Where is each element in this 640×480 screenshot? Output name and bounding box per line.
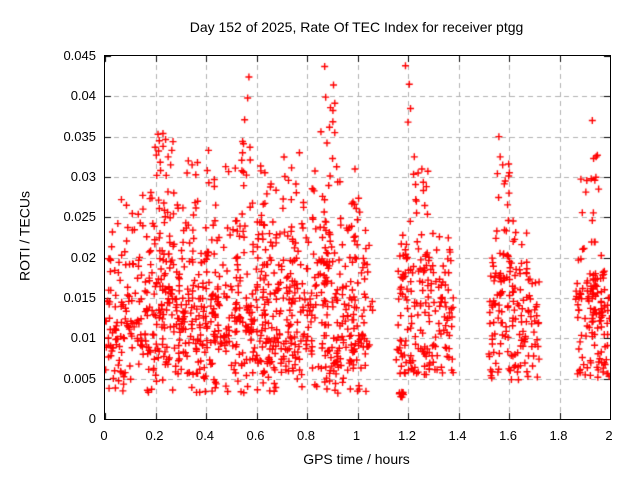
x-tick-label: 1 (352, 428, 361, 443)
plot-area (104, 55, 611, 420)
y-tick-label: 0.005 (63, 370, 96, 386)
y-tick-label: 0.035 (63, 128, 96, 144)
x-tick-label: 1.4 (448, 428, 467, 443)
y-tick-label: 0.045 (63, 48, 96, 63)
x-axis-label: GPS time / hours (303, 451, 410, 467)
y-tick-label: 0 (88, 411, 96, 426)
x-tick-label: 1.2 (397, 428, 417, 443)
x-tick-label: 0.8 (296, 428, 316, 443)
x-tick-label: 0 (100, 428, 108, 443)
y-tick-label: 0.025 (63, 209, 96, 225)
y-tick-label: 0.04 (70, 88, 96, 104)
x-tick-label: 1.6 (498, 428, 518, 443)
y-tick-label: 0.03 (70, 169, 96, 184)
x-tick-label: 0.4 (195, 428, 215, 443)
x-tick-label: 0.6 (246, 428, 265, 443)
y-tick-label: 0.02 (70, 249, 96, 265)
x-tick-label: 0.2 (145, 428, 164, 443)
y-axis-label: ROTI / TECUs (16, 191, 33, 281)
y-tick-label: 0.015 (63, 290, 96, 305)
x-tick-label: 1.8 (549, 428, 568, 443)
x-tick-label: 2 (605, 428, 613, 443)
y-tick-label: 0.01 (70, 330, 96, 346)
scatter-canvas (105, 56, 610, 419)
chart-title: Day 152 of 2025, Rate Of TEC Index for r… (189, 19, 524, 35)
